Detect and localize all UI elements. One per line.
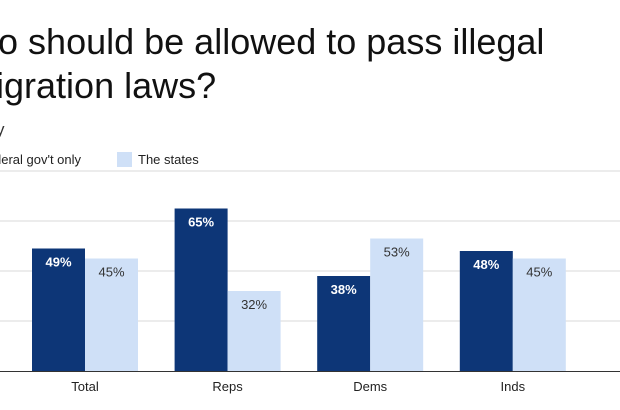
data-label-reps-states: 32% bbox=[241, 297, 267, 312]
bar-reps-states bbox=[227, 291, 281, 371]
bar-dems-states bbox=[370, 238, 424, 371]
legend-label-states: The states bbox=[138, 152, 199, 167]
bar-total-states bbox=[85, 258, 138, 371]
chart-title-line-1: ho should be allowed to pass illegal bbox=[0, 21, 545, 62]
x-tick-inds: Inds bbox=[501, 379, 526, 394]
bar-inds-federal bbox=[459, 251, 513, 371]
bar-reps-federal bbox=[174, 208, 228, 371]
bar-total-federal bbox=[32, 248, 85, 371]
chart-subtitle: y bbox=[0, 120, 5, 139]
legend-swatch-states bbox=[117, 152, 132, 167]
legend-item-federal: deral gov't only bbox=[0, 152, 81, 167]
data-label-inds-federal: 48% bbox=[473, 257, 499, 272]
bar-inds-states bbox=[512, 258, 566, 371]
bar-dems-federal bbox=[317, 276, 371, 371]
data-label-total-states: 45% bbox=[98, 265, 124, 280]
chart-title: ho should be allowed to pass illegal nig… bbox=[0, 20, 620, 108]
x-tick-total: Total bbox=[71, 379, 99, 394]
chart-title-line-2: nigration laws? bbox=[0, 65, 217, 106]
x-tick-dems: Dems bbox=[353, 379, 387, 394]
legend-item-states: The states bbox=[117, 152, 199, 167]
legend-label-federal: deral gov't only bbox=[0, 152, 82, 167]
data-label-total-federal: 49% bbox=[45, 255, 71, 270]
data-label-inds-states: 45% bbox=[526, 265, 552, 280]
data-label-dems-states: 53% bbox=[384, 245, 410, 260]
data-label-dems-federal: 38% bbox=[331, 282, 357, 297]
x-tick-reps: Reps bbox=[212, 379, 243, 394]
data-label-reps-federal: 65% bbox=[188, 215, 214, 230]
